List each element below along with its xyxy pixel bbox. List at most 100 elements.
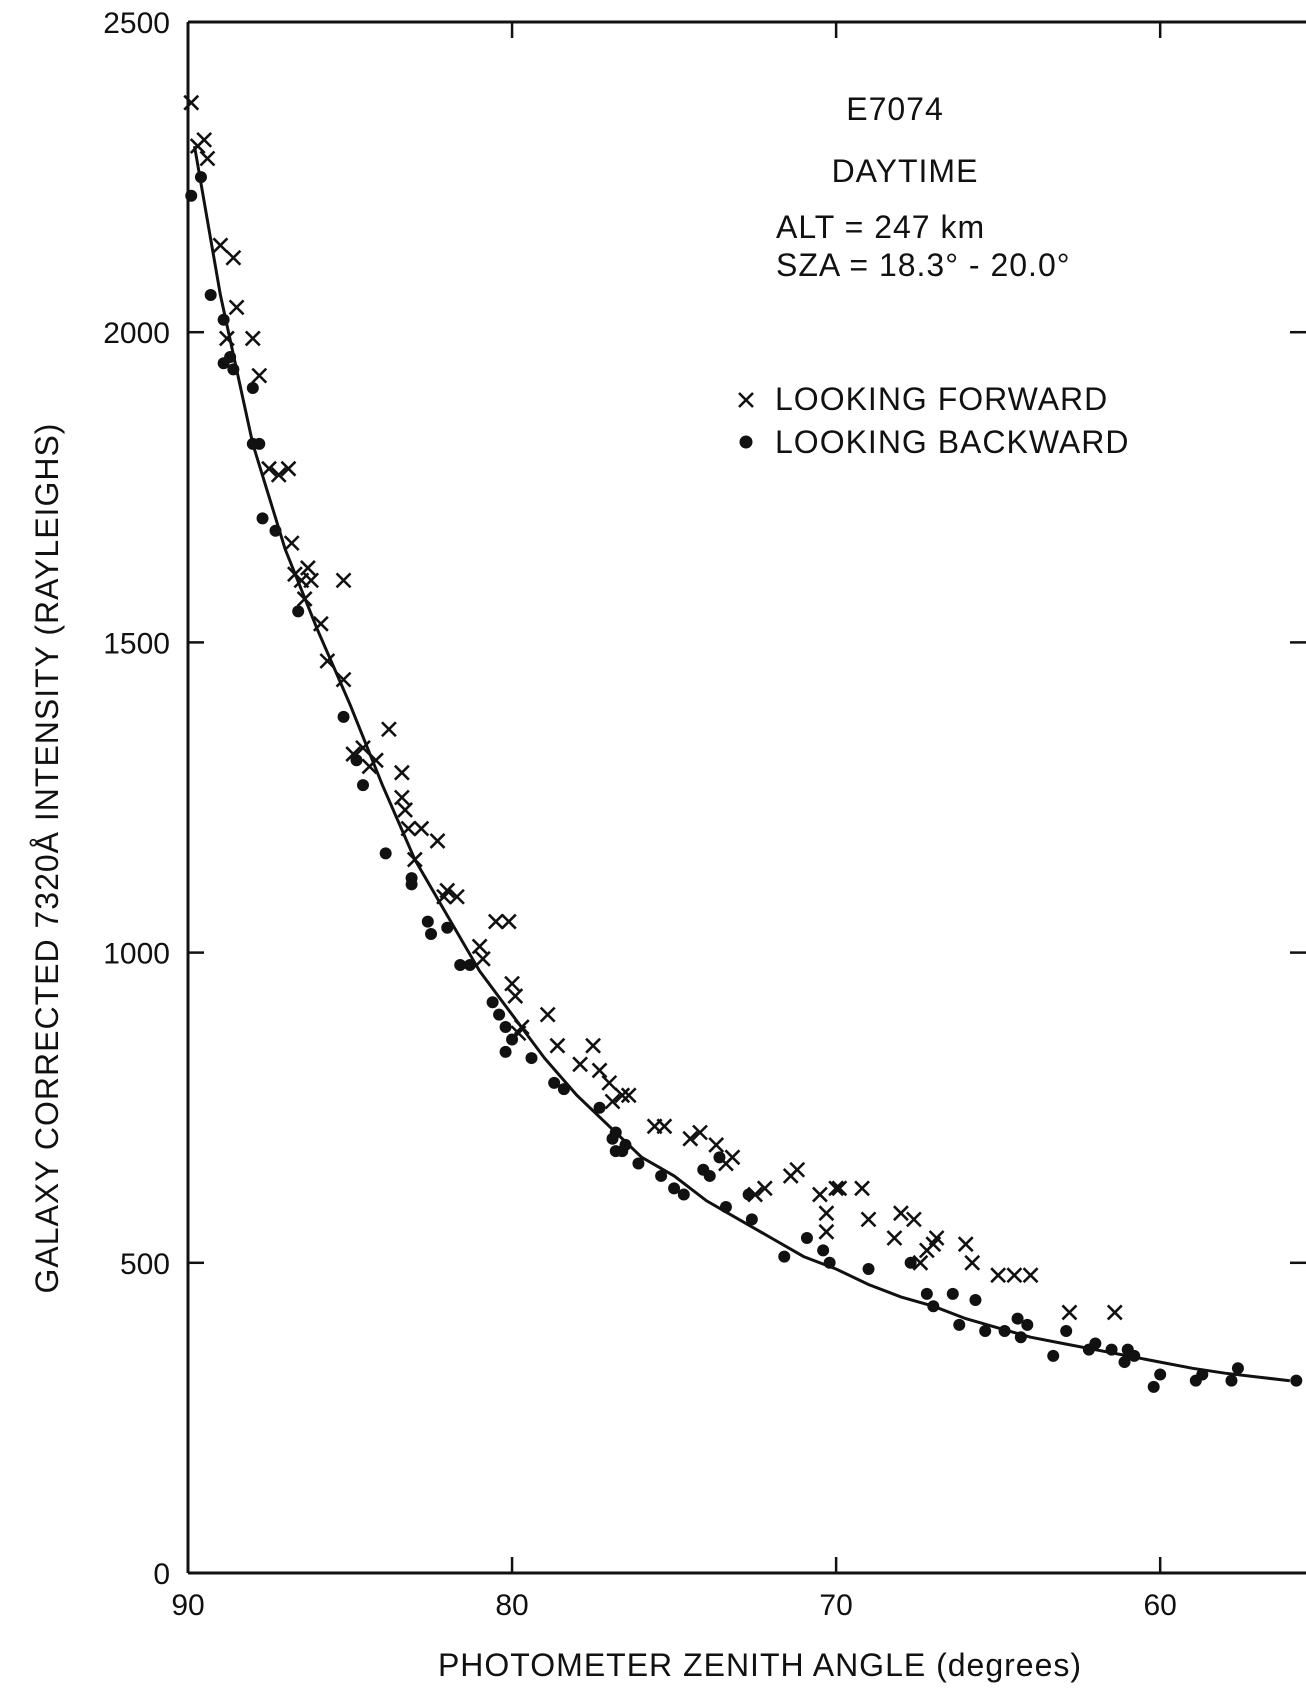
x-marker-stroke (539, 1006, 556, 1023)
point-forward (335, 671, 352, 688)
point-forward (355, 739, 371, 756)
x-marker-stroke (400, 820, 417, 837)
point-backward (486, 996, 499, 1009)
point-backward (1060, 1325, 1073, 1338)
x-marker-stroke (500, 913, 517, 930)
point-forward (811, 1186, 828, 1203)
x-marker-stroke (507, 988, 524, 1004)
x-marker-stroke (738, 392, 754, 408)
point-forward (368, 752, 384, 769)
point-forward (471, 938, 488, 955)
x-tick-label: 60 (1143, 1589, 1176, 1622)
point-backward (778, 1250, 791, 1263)
point-backward (703, 1169, 716, 1182)
point-forward (397, 801, 414, 818)
x-marker-stroke (549, 1037, 566, 1054)
point-forward (549, 1037, 566, 1054)
x-marker-stroke (964, 1254, 981, 1271)
annotation-run-id: E7074 (846, 91, 944, 127)
point-backward (1014, 1331, 1027, 1344)
point-backward (463, 959, 476, 972)
point-forward (905, 1211, 922, 1228)
point-forward (601, 1074, 618, 1091)
point-forward (886, 1230, 903, 1246)
point-backward (953, 1318, 966, 1331)
x-marker-stroke (1061, 1304, 1078, 1321)
x-marker-stroke (303, 572, 320, 589)
point-forward (818, 1205, 835, 1222)
legend-item-forward: LOOKING FORWARD (738, 381, 1107, 417)
point-forward (296, 591, 313, 607)
point-backward (350, 754, 363, 767)
point-forward (912, 1254, 929, 1271)
point-forward (400, 820, 417, 837)
x-marker-stroke (905, 1211, 922, 1228)
legend-label-backward: LOOKING BACKWARD (775, 424, 1129, 460)
x-marker-stroke (270, 466, 287, 483)
x-marker-stroke (620, 1087, 637, 1104)
point-forward (789, 1161, 806, 1178)
point-forward (893, 1205, 909, 1222)
x-marker-stroke (682, 1130, 699, 1147)
point-backward (606, 1132, 619, 1145)
point-forward (474, 950, 491, 967)
point-forward (585, 1037, 601, 1054)
x-marker-stroke (692, 1124, 708, 1141)
x-marker-stroke (261, 460, 277, 477)
point-backward (227, 363, 240, 376)
legend-marker-dot (739, 435, 753, 449)
point-forward (1006, 1267, 1023, 1284)
point-backward (1047, 1349, 1060, 1362)
point-forward (964, 1254, 981, 1271)
x-tick-label: 80 (495, 1589, 528, 1622)
point-forward (682, 1130, 699, 1147)
point-forward (413, 820, 430, 837)
point-backward (405, 878, 418, 891)
point-forward (591, 1062, 608, 1079)
x-marker-stroke (355, 739, 371, 756)
point-backward (1128, 1349, 1141, 1362)
x-marker-stroke (244, 330, 261, 347)
x-marker-stroke (789, 1161, 806, 1178)
x-marker-stroke (380, 721, 397, 738)
point-backward (1089, 1337, 1102, 1350)
point-backward (677, 1188, 690, 1201)
point-backward (1231, 1362, 1244, 1375)
point-forward (1022, 1267, 1039, 1284)
point-backward (593, 1101, 606, 1114)
x-marker-stroke (487, 913, 504, 930)
point-backward (668, 1182, 681, 1195)
point-forward (756, 1180, 773, 1197)
point-backward (499, 1045, 512, 1058)
x-axis-title: PHOTOMETER ZENITH ANGLE (degrees) (438, 1647, 1082, 1683)
point-forward (1061, 1304, 1078, 1321)
x-marker-stroke (345, 746, 362, 762)
point-forward (449, 888, 465, 905)
legend-marker-x (738, 392, 754, 408)
point-forward (724, 1149, 741, 1166)
y-tick-label: 2000 (103, 317, 170, 350)
x-marker-stroke (225, 249, 242, 266)
point-forward (436, 888, 452, 905)
x-marker-stroke (828, 1180, 845, 1197)
point-backward (1154, 1368, 1167, 1381)
annotation-sza: SZA = 18.3° - 20.0° (776, 247, 1071, 283)
point-forward (218, 330, 235, 347)
point-backward (525, 1052, 538, 1065)
x-tick-label: 70 (819, 1589, 852, 1622)
point-backward (800, 1231, 813, 1244)
x-marker-stroke (335, 572, 352, 589)
point-forward (335, 572, 352, 589)
point-forward (280, 460, 297, 477)
x-marker-stroke (251, 367, 268, 384)
point-forward (828, 1180, 845, 1197)
point-forward (225, 249, 242, 266)
x-marker-stroke (335, 671, 352, 688)
x-marker-stroke (572, 1056, 589, 1073)
point-backward (269, 524, 282, 537)
point-backward (998, 1325, 1011, 1338)
point-backward (1196, 1368, 1209, 1381)
series-backward (185, 171, 1303, 1393)
point-forward (261, 460, 277, 477)
point-backward (425, 927, 438, 940)
